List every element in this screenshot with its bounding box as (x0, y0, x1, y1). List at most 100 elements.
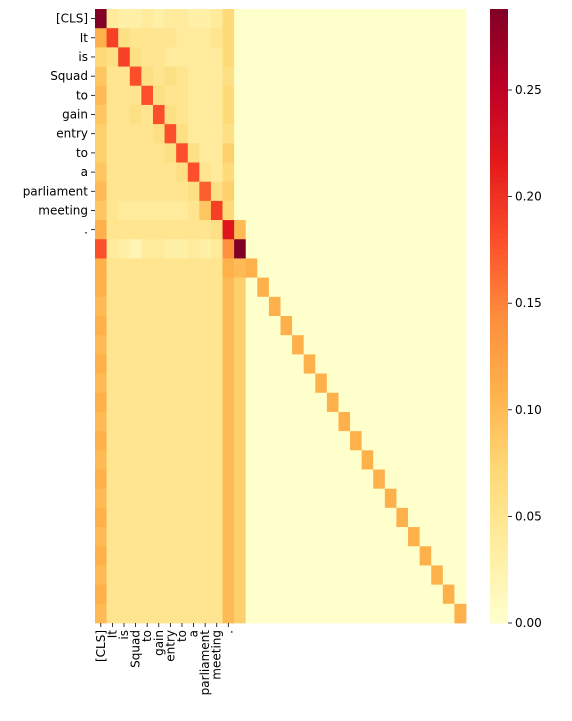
heatmap-cell (129, 431, 142, 451)
heatmap-cell (245, 9, 258, 29)
heatmap-cell (234, 335, 247, 355)
heatmap-cell (129, 507, 142, 528)
heatmap-cell (176, 431, 189, 451)
heatmap-cell (257, 546, 270, 566)
heatmap-cell (292, 316, 305, 336)
heatmap-cell (141, 296, 154, 317)
heatmap-cell (210, 162, 223, 183)
heatmap-cell (338, 431, 351, 451)
heatmap-cell (106, 124, 119, 144)
heatmap-cell (164, 85, 177, 106)
colorbar-segment (490, 587, 508, 593)
heatmap-cell (396, 28, 409, 48)
heatmap-cell (118, 335, 131, 355)
heatmap-cell (210, 565, 223, 586)
heatmap-cell (257, 392, 270, 413)
heatmap-cell (257, 85, 270, 106)
heatmap-cell (419, 392, 432, 413)
colorbar-segment (490, 65, 508, 71)
heatmap-cell (361, 181, 374, 202)
heatmap-cell (350, 411, 363, 432)
heatmap-cell (268, 565, 281, 586)
heatmap-cell (141, 239, 154, 259)
heatmap-cell (164, 181, 177, 202)
y-axis-ticks: [CLS] It is Squad to gain entry to a parliament me… (23, 12, 95, 237)
heatmap-cell (187, 546, 200, 566)
heatmap-cell (338, 488, 351, 509)
heatmap-cell (152, 28, 165, 48)
heatmap-cell (257, 47, 270, 67)
heatmap-cell (350, 181, 363, 202)
heatmap-cell (350, 85, 363, 106)
heatmap-cell (176, 85, 189, 106)
heatmap-cell (361, 354, 374, 374)
colorbar-segment (490, 418, 508, 424)
heatmap-cell (408, 507, 421, 528)
colorbar-segment (490, 515, 508, 522)
heatmap-cell (454, 488, 467, 509)
heatmap-cell (361, 431, 374, 451)
colorbar-segment (490, 70, 508, 77)
heatmap-cell (129, 565, 142, 586)
colorbar-segment (490, 95, 508, 102)
heatmap-cell (118, 584, 131, 605)
heatmap-cell (118, 258, 131, 279)
heatmap-cell (303, 335, 316, 355)
heatmap-cell (384, 28, 397, 48)
heatmap-cell (315, 507, 328, 528)
heatmap-cell (303, 181, 316, 202)
heatmap-cell (408, 584, 421, 605)
heatmap-cell (373, 258, 386, 279)
heatmap-cell (199, 28, 212, 48)
colorbar-tick-label: 0.05 (515, 509, 542, 523)
heatmap-cell (268, 104, 281, 125)
heatmap-cell (141, 104, 154, 125)
heatmap-cell (106, 220, 119, 240)
heatmap-cell (373, 527, 386, 547)
heatmap-cell (419, 28, 432, 48)
heatmap-cell (338, 584, 351, 605)
heatmap-cell (326, 162, 339, 183)
heatmap-cell (384, 354, 397, 374)
heatmap-cell (442, 9, 455, 29)
heatmap-cell (338, 220, 351, 240)
heatmap-cell (442, 200, 455, 221)
heatmap-cell (199, 488, 212, 509)
heatmap-cell (431, 527, 444, 547)
colorbar-segment (490, 326, 508, 332)
heatmap-cell (234, 124, 247, 144)
heatmap-cell (303, 469, 316, 490)
colorbar-segment (490, 408, 508, 414)
heatmap-cell (292, 47, 305, 67)
heatmap-cell (419, 143, 432, 163)
heatmap-cell (326, 507, 339, 528)
heatmap-cell (129, 104, 142, 125)
heatmap-cell (210, 603, 223, 624)
heatmap-cell (280, 565, 293, 586)
heatmap-cell (338, 124, 351, 144)
colorbar-segment (490, 495, 508, 501)
heatmap-cell (431, 200, 444, 221)
colorbar-segment (490, 101, 508, 107)
heatmap-cell (292, 239, 305, 259)
heatmap-cell (280, 488, 293, 509)
colorbar-segment (490, 469, 508, 476)
heatmap-cell (152, 316, 165, 336)
heatmap-cell (152, 200, 165, 221)
heatmap-cell (280, 85, 293, 106)
heatmap-cell (419, 200, 432, 221)
heatmap-cell (222, 565, 235, 586)
heatmap-cell (326, 181, 339, 202)
heatmap-cell (408, 47, 421, 67)
heatmap-cell (408, 181, 421, 202)
heatmap-cell (199, 450, 212, 470)
heatmap-cell (361, 527, 374, 547)
heatmap-cell (280, 392, 293, 413)
heatmap-cell (234, 507, 247, 528)
heatmap-cell (245, 565, 258, 586)
heatmap-cell (384, 584, 397, 605)
colorbar-segment (490, 428, 508, 435)
heatmap-cell (245, 431, 258, 451)
heatmap-cell (245, 450, 258, 470)
heatmap-cell (326, 9, 339, 29)
